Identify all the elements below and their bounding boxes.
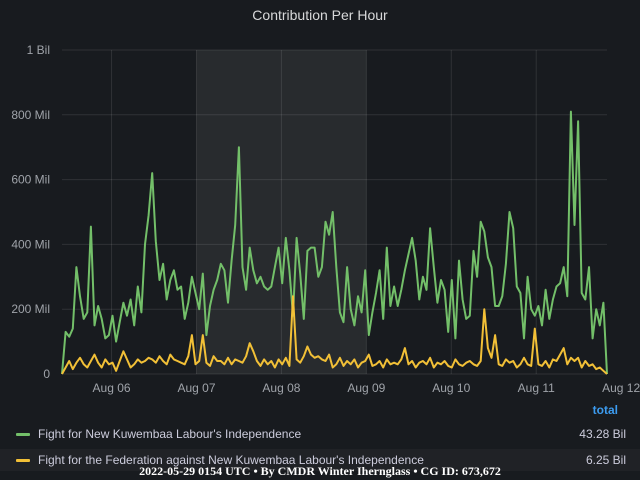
y-tick-label: 800 Mil	[11, 108, 50, 122]
x-axis-ticks: Aug 06 Aug 07 Aug 08 Aug 09 Aug 10 Aug 11 Aug …	[93, 381, 640, 395]
y-tick-label: 600 Mil	[11, 173, 50, 187]
y-axis-ticks: 0 200 Mil 400 Mil 600 Mil 800 Mil 1 Bil	[11, 43, 50, 381]
legend-item-federation[interactable]: Fight for the Federation against New Kuw…	[0, 449, 640, 471]
legend-item-total: 43.28 Bil	[579, 427, 626, 441]
series-line-1	[61, 295, 608, 375]
footer-credit: 2022-05-29 0154 UTC • By CMDR Winter Ihe…	[139, 464, 501, 478]
y-tick-label: 200 Mil	[11, 302, 50, 316]
panel-title: Contribution Per Hour	[252, 7, 388, 23]
legend-swatch-federation	[16, 459, 30, 462]
x-tick-label: Aug 06	[93, 381, 131, 395]
legend-item-label: Fight for New Kuwembaa Labour's Independ…	[38, 427, 302, 441]
series-line-0	[61, 110, 608, 375]
x-tick-label: Aug 09	[347, 381, 385, 395]
y-tick-label: 400 Mil	[11, 237, 50, 251]
chart-grid	[62, 49, 607, 375]
x-tick-label: Aug 08	[262, 381, 300, 395]
legend-total-header[interactable]: total	[592, 403, 618, 417]
legend-item-kuwembaa[interactable]: Fight for New Kuwembaa Labour's Independ…	[0, 423, 640, 445]
y-tick-label: 1 Bil	[27, 43, 50, 57]
legend-item-total: 6.25 Bil	[585, 453, 626, 467]
x-tick-label: Aug 10	[432, 381, 470, 395]
series-lines	[61, 110, 608, 375]
legend-item-label: Fight for the Federation against New Kuw…	[38, 453, 424, 467]
y-tick-label: 0	[43, 367, 50, 381]
x-tick-label: Aug 11	[518, 381, 555, 395]
x-tick-label: Aug 12	[602, 381, 640, 395]
time-highlight-band	[196, 50, 367, 374]
highlight-band-rect	[196, 50, 367, 374]
x-tick-label: Aug 07	[177, 381, 215, 395]
legend-swatch-kuwembaa	[16, 433, 30, 436]
line-chart: 0 200 Mil 400 Mil 600 Mil 800 Mil 1 Bil Aug 0…	[11, 43, 640, 395]
